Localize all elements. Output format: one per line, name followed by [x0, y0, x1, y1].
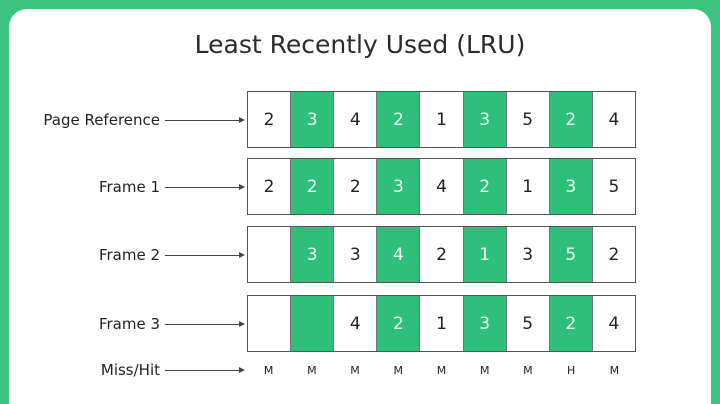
- diagram-card: [9, 9, 711, 404]
- cell: 3: [462, 296, 506, 351]
- cell: 5: [505, 92, 549, 147]
- arrow-icon: [165, 251, 245, 258]
- cell: 3: [290, 92, 334, 147]
- cell: 4: [591, 296, 635, 351]
- miss-hit-value: H: [567, 363, 576, 377]
- cell: 4: [333, 296, 376, 351]
- cell: 4: [591, 92, 635, 147]
- cell: 2: [290, 159, 334, 214]
- cell: 1: [419, 92, 462, 147]
- miss-hit-value: M: [393, 363, 404, 377]
- cell: 1: [505, 159, 549, 214]
- cell: 3: [376, 159, 420, 214]
- cell: [290, 296, 334, 351]
- cell: 4: [333, 92, 376, 147]
- arrow-icon: [165, 183, 245, 190]
- cell: 3: [505, 227, 549, 282]
- cell: 2: [376, 92, 420, 147]
- miss-hit-value: M: [609, 363, 620, 377]
- cell: 3: [462, 92, 506, 147]
- cell: 1: [419, 296, 462, 351]
- cell: 5: [548, 227, 592, 282]
- miss-hit-value: M: [263, 363, 274, 377]
- cell: 5: [505, 296, 549, 351]
- cell: 3: [333, 227, 376, 282]
- miss-hit-value: M: [350, 363, 360, 377]
- cell: 2: [419, 227, 462, 282]
- arrow-icon: [165, 367, 245, 373]
- row-label: Frame 3: [98, 314, 160, 333]
- cell: 2: [548, 296, 592, 351]
- miss-hit-value: M: [307, 363, 317, 377]
- miss-hit-value: M: [436, 363, 447, 377]
- cell: 2: [548, 92, 592, 147]
- cell: 2: [462, 159, 506, 214]
- miss-hit-value: M: [479, 363, 490, 377]
- cell: [248, 227, 290, 282]
- cell: [248, 296, 290, 351]
- cell: 2: [333, 159, 376, 214]
- cell: 3: [548, 159, 592, 214]
- cell: 4: [419, 159, 462, 214]
- row-label: Miss/Hit: [100, 361, 160, 379]
- cell: 2: [591, 227, 635, 282]
- cell: 2: [263, 109, 275, 130]
- arrow-icon: [165, 320, 245, 327]
- arrow-icon: [165, 116, 245, 123]
- diagram-title: Least Recently Used (LRU): [194, 30, 526, 59]
- miss-hit-value: M: [523, 363, 533, 377]
- cell: 3: [290, 227, 334, 282]
- row-label: Frame 1: [98, 177, 160, 196]
- page-reference-row: Page Reference 2 3 4 2 1 3 5 2 4: [0, 91, 720, 148]
- cell: 2: [263, 176, 275, 197]
- cell: 4: [376, 227, 420, 282]
- row-label: Frame 2: [98, 245, 160, 264]
- row-label: Page Reference: [43, 110, 160, 129]
- cell: 1: [462, 227, 506, 282]
- cell: 5: [591, 159, 635, 214]
- miss-hit-row: Miss/Hit M M M M M M M H M: [0, 357, 720, 383]
- cell: 2: [376, 296, 420, 351]
